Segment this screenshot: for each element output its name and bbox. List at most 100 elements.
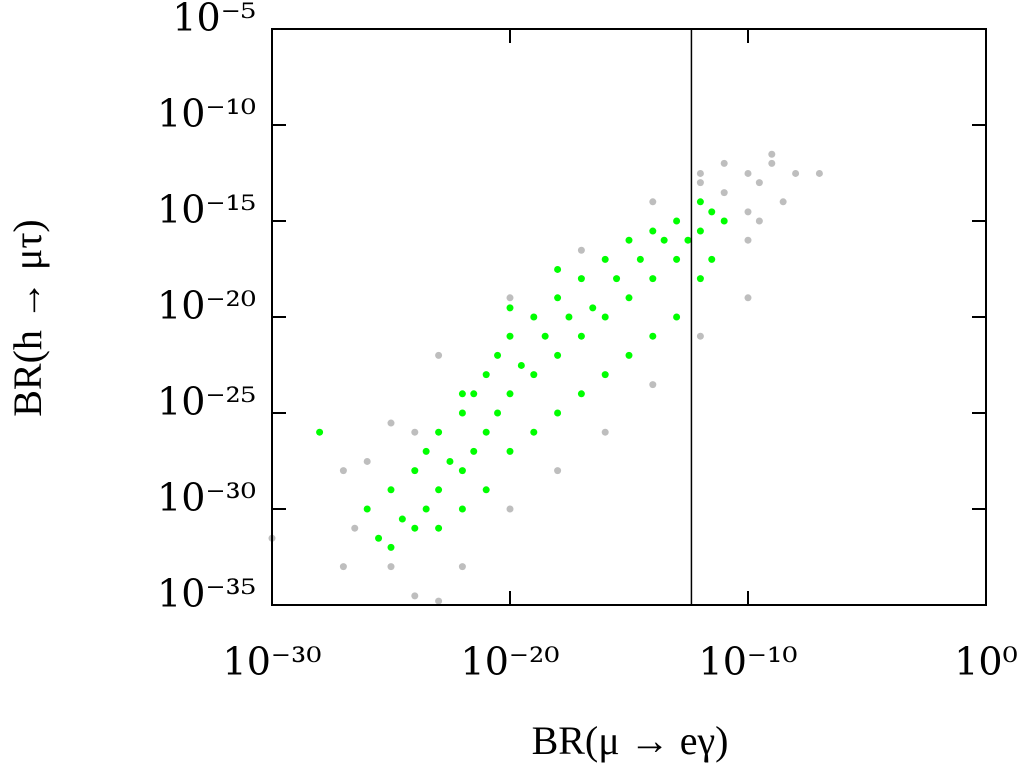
point <box>613 275 621 283</box>
point <box>649 381 657 389</box>
point <box>470 390 478 398</box>
point <box>482 486 490 494</box>
point <box>744 236 752 244</box>
point <box>755 179 763 187</box>
point <box>506 505 514 513</box>
point <box>625 294 633 302</box>
point <box>530 371 538 379</box>
point <box>506 390 514 398</box>
point <box>696 275 704 283</box>
point <box>554 467 562 475</box>
point <box>660 236 668 244</box>
point <box>398 515 406 523</box>
point <box>649 275 657 283</box>
point <box>768 159 776 167</box>
x-tick-label: 10⁻¹⁰ <box>699 640 798 684</box>
point <box>530 428 538 436</box>
point <box>363 505 371 513</box>
point <box>339 563 347 571</box>
point <box>625 236 633 244</box>
point <box>744 169 752 177</box>
point <box>708 255 716 263</box>
point <box>387 419 395 427</box>
point <box>577 275 585 283</box>
y-tick-label: 10⁻¹⁵ <box>157 188 256 232</box>
point <box>506 294 514 302</box>
point <box>792 169 800 177</box>
point <box>435 597 443 605</box>
point <box>458 467 466 475</box>
y-tick-label: 10⁻²⁵ <box>157 380 256 424</box>
point <box>673 313 681 321</box>
point <box>554 265 562 273</box>
point <box>589 304 597 312</box>
point <box>720 159 728 167</box>
point <box>435 524 443 532</box>
point <box>577 332 585 340</box>
point <box>768 150 776 158</box>
point <box>458 390 466 398</box>
point <box>744 294 752 302</box>
point <box>411 524 419 532</box>
point <box>601 428 609 436</box>
y-tick-label: 10⁻⁵ <box>172 0 256 40</box>
point <box>506 447 514 455</box>
point <box>554 351 562 359</box>
y-tick-label: 10⁻³⁰ <box>157 476 256 520</box>
point <box>696 227 704 235</box>
point <box>601 313 609 321</box>
point <box>435 486 443 494</box>
x-tick-label: 10⁻²⁰ <box>461 640 560 684</box>
point <box>720 189 728 197</box>
point <box>458 409 466 417</box>
point <box>387 486 395 494</box>
point <box>755 217 763 225</box>
point <box>696 179 704 187</box>
point <box>649 198 657 206</box>
point <box>708 208 716 216</box>
point <box>696 198 704 206</box>
point <box>530 313 538 321</box>
point <box>684 236 692 244</box>
point <box>815 169 823 177</box>
point <box>636 255 644 263</box>
point <box>554 409 562 417</box>
y-axis-title: BR(h → μτ) <box>5 219 50 417</box>
y-tick-label: 10⁻³⁵ <box>157 572 256 616</box>
x-tick-label: 10⁰ <box>954 640 1017 684</box>
point <box>577 390 585 398</box>
point <box>435 428 443 436</box>
x-tick-label: 10⁻³⁰ <box>223 640 322 684</box>
point <box>422 505 430 513</box>
point <box>363 457 371 465</box>
point <box>458 505 466 513</box>
point <box>744 208 752 216</box>
point <box>601 371 609 379</box>
point <box>470 447 478 455</box>
point <box>387 543 395 551</box>
point <box>565 313 573 321</box>
point <box>696 332 704 340</box>
point <box>649 227 657 235</box>
point <box>506 304 514 312</box>
point <box>494 409 502 417</box>
point <box>375 534 383 542</box>
point <box>387 563 395 571</box>
point <box>458 563 466 571</box>
point <box>411 467 419 475</box>
point <box>482 371 490 379</box>
point <box>316 428 324 436</box>
point <box>673 255 681 263</box>
point <box>435 351 443 359</box>
point <box>779 198 787 206</box>
point <box>339 467 347 475</box>
point <box>482 428 490 436</box>
point <box>494 351 502 359</box>
point <box>506 332 514 340</box>
point <box>649 332 657 340</box>
point <box>577 246 585 254</box>
point <box>541 332 549 340</box>
point <box>517 361 525 369</box>
point <box>351 524 359 532</box>
